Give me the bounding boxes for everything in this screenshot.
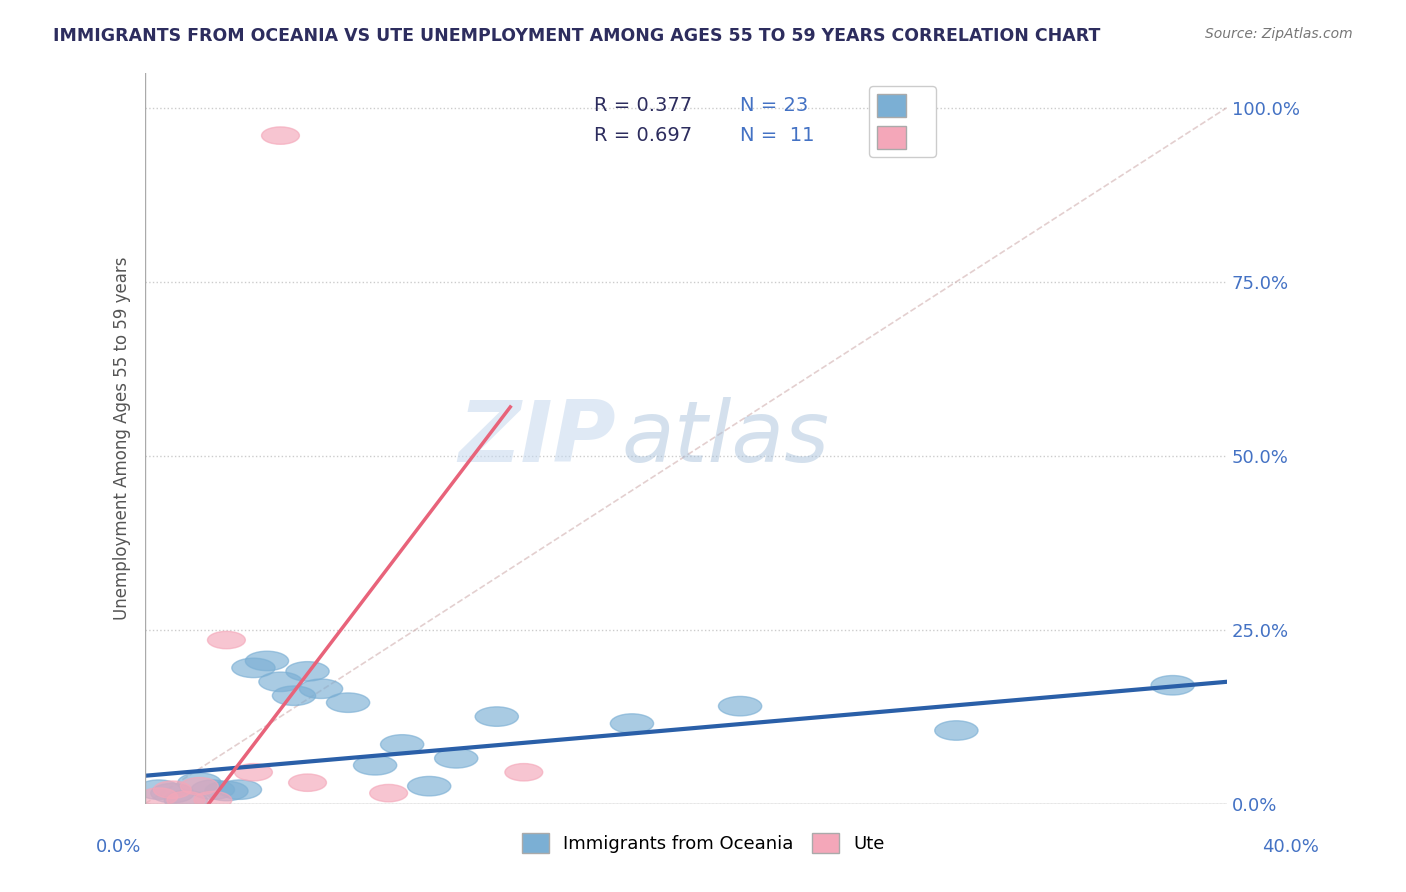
Ellipse shape — [326, 693, 370, 713]
Ellipse shape — [262, 127, 299, 145]
Ellipse shape — [408, 776, 451, 796]
Ellipse shape — [288, 774, 326, 791]
Ellipse shape — [299, 679, 343, 698]
Y-axis label: Unemployment Among Ages 55 to 59 years: Unemployment Among Ages 55 to 59 years — [114, 257, 131, 620]
Ellipse shape — [205, 781, 247, 801]
Ellipse shape — [167, 791, 205, 809]
Ellipse shape — [177, 773, 221, 792]
Ellipse shape — [235, 764, 273, 781]
Ellipse shape — [935, 721, 979, 740]
Ellipse shape — [505, 764, 543, 781]
Ellipse shape — [153, 781, 191, 798]
Ellipse shape — [273, 686, 315, 706]
Ellipse shape — [138, 780, 180, 799]
Ellipse shape — [259, 672, 302, 691]
Ellipse shape — [610, 714, 654, 733]
Ellipse shape — [218, 780, 262, 799]
Text: 40.0%: 40.0% — [1263, 838, 1319, 855]
Ellipse shape — [141, 788, 177, 805]
Legend: Immigrants from Oceania, Ute: Immigrants from Oceania, Ute — [515, 825, 891, 861]
Text: IMMIGRANTS FROM OCEANIA VS UTE UNEMPLOYMENT AMONG AGES 55 TO 59 YEARS CORRELATIO: IMMIGRANTS FROM OCEANIA VS UTE UNEMPLOYM… — [53, 27, 1101, 45]
Text: atlas: atlas — [621, 397, 830, 480]
Ellipse shape — [718, 697, 762, 716]
Legend:  ,  : , — [869, 87, 936, 157]
Text: ZIP: ZIP — [458, 397, 616, 480]
Ellipse shape — [194, 791, 232, 809]
Ellipse shape — [381, 735, 423, 754]
Ellipse shape — [208, 632, 245, 648]
Ellipse shape — [191, 780, 235, 799]
Ellipse shape — [353, 756, 396, 775]
Text: N =  11: N = 11 — [740, 126, 814, 145]
Text: 0.0%: 0.0% — [96, 838, 141, 855]
Ellipse shape — [165, 790, 208, 810]
Ellipse shape — [475, 706, 519, 726]
Text: N = 23: N = 23 — [740, 96, 808, 115]
Text: R = 0.697: R = 0.697 — [595, 126, 692, 145]
Text: Source: ZipAtlas.com: Source: ZipAtlas.com — [1205, 27, 1353, 41]
Ellipse shape — [150, 783, 194, 803]
Ellipse shape — [434, 748, 478, 768]
Ellipse shape — [1152, 675, 1194, 695]
Ellipse shape — [180, 778, 218, 795]
Ellipse shape — [245, 651, 288, 671]
Ellipse shape — [370, 784, 408, 802]
Ellipse shape — [232, 658, 276, 678]
Ellipse shape — [285, 662, 329, 681]
Text: R = 0.377: R = 0.377 — [595, 96, 692, 115]
